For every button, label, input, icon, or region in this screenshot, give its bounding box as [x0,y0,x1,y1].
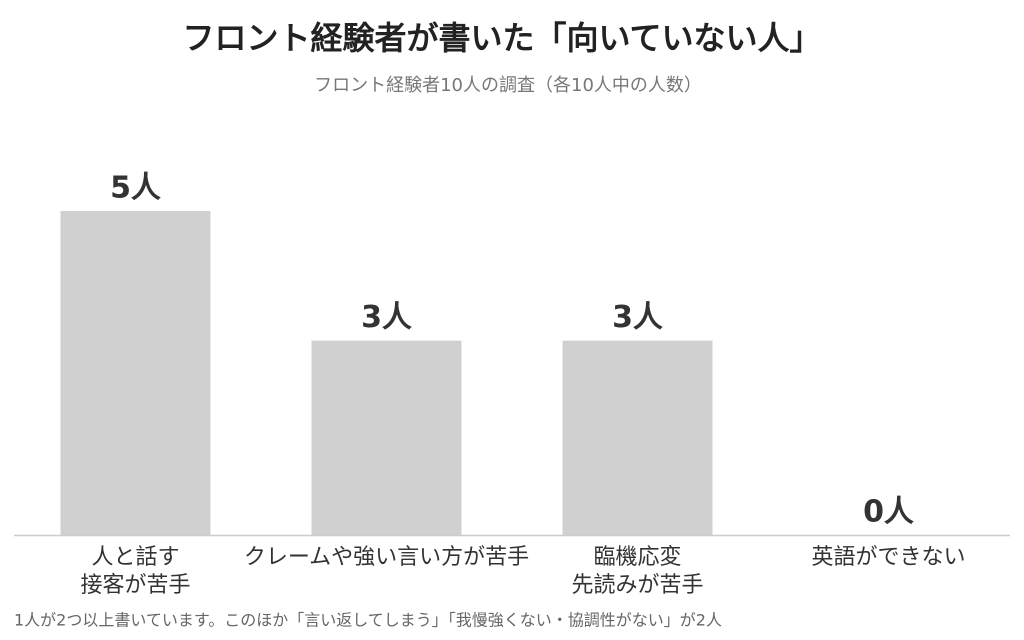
x-tick-label: クレームや強い言い方が苦手 [244,545,529,570]
x-tick-label: 英語ができない [811,545,965,570]
bar [60,211,211,535]
footnote: 1人が2つ以上書いています。このほか「言い返してしまう」「我慢強くない・協調性が… [14,611,722,630]
chart-title: フロント経験者が書いた「向いていない人」 [182,19,821,57]
bar [311,340,462,535]
value-label: 3人 [612,300,663,335]
x-tick-label: 人と話す [91,545,179,570]
value-label: 0人 [863,495,914,530]
bar [562,340,713,535]
x-tick-label: 先読みが苦手 [571,573,703,598]
x-tick-label: 接客が苦手 [80,573,190,598]
value-label: 5人 [110,171,161,206]
value-label: 3人 [361,300,412,335]
x-tick-label: 臨機応変 [593,545,681,570]
chart-subtitle: フロント経験者10人の調査（各10人中の人数） [314,75,702,96]
